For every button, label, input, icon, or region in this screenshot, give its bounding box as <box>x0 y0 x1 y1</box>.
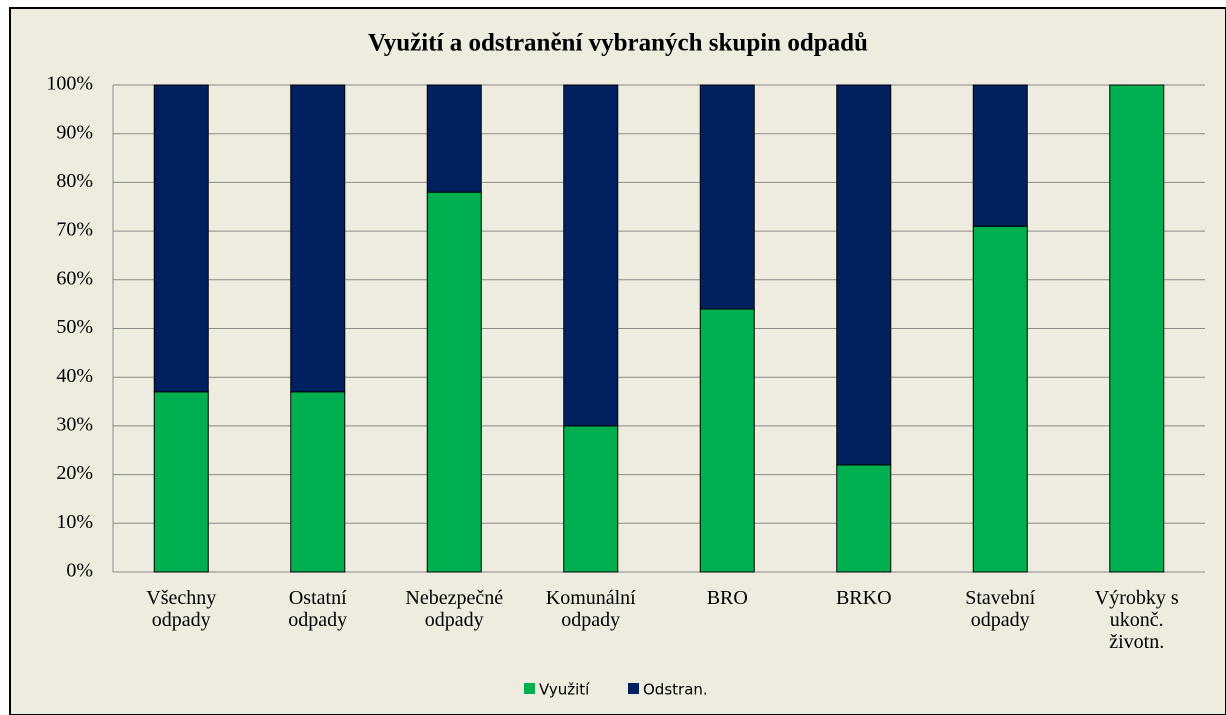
bar-segment <box>972 84 1028 227</box>
x-tick-label: Nebezpečné odpady <box>405 587 504 631</box>
y-tick-label: 30% <box>56 413 93 435</box>
bar-segment <box>563 425 619 573</box>
y-tick-label: 40% <box>56 365 93 387</box>
bar-segment <box>153 84 209 393</box>
bar-segment <box>426 84 482 193</box>
y-tick-label: 10% <box>56 511 93 533</box>
y-tick-label: 100% <box>46 73 93 95</box>
y-tick-label: 60% <box>56 267 93 289</box>
bar-segment <box>1109 84 1165 573</box>
bar-segment <box>972 225 1028 573</box>
bar-segment <box>290 84 346 393</box>
bar-segment <box>153 391 209 573</box>
x-tick-label: Komunální odpady <box>545 587 636 631</box>
x-tick-label: Výrobky s ukonč. životn. <box>1094 587 1179 653</box>
y-tick-label: 20% <box>56 462 93 484</box>
bar-segment <box>290 391 346 573</box>
bar-segment <box>699 308 755 573</box>
legend-swatch <box>628 683 639 694</box>
y-tick-label: 50% <box>56 316 93 338</box>
x-tick-label: BRKO <box>835 587 892 609</box>
legend-label: Odstran. <box>643 681 708 699</box>
chart-title: Využití a odstranění vybraných skupin od… <box>368 30 868 57</box>
bar-segment <box>426 191 482 573</box>
bar-segment <box>699 84 755 310</box>
x-tick-label: Ostatní odpady <box>288 587 348 631</box>
y-tick-label: 90% <box>56 121 93 143</box>
legend-swatch <box>524 683 535 694</box>
x-tick-label: BRO <box>706 587 748 609</box>
bar-segment <box>563 84 619 427</box>
bar-segment <box>836 84 892 466</box>
y-tick-label: 0% <box>66 560 93 582</box>
legend-label: Využití <box>539 681 590 699</box>
bar-segment <box>836 464 892 573</box>
y-tick-label: 70% <box>56 219 93 241</box>
x-tick-label: Všechny odpady <box>146 587 217 631</box>
y-tick-label: 80% <box>56 170 93 192</box>
x-tick-label: Stavební odpady <box>965 587 1036 631</box>
